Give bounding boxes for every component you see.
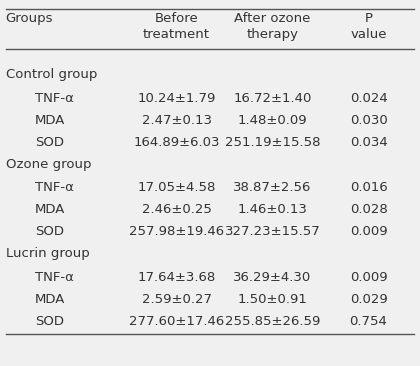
Text: 327.23±15.57: 327.23±15.57 xyxy=(225,225,320,238)
Text: 277.60±17.46: 277.60±17.46 xyxy=(129,315,224,328)
Text: 0.030: 0.030 xyxy=(350,114,387,127)
Text: 17.64±3.68: 17.64±3.68 xyxy=(137,271,216,284)
Text: 1.48±0.09: 1.48±0.09 xyxy=(238,114,307,127)
Text: 0.009: 0.009 xyxy=(350,225,387,238)
Text: TNF-α: TNF-α xyxy=(35,92,74,105)
Text: 38.87±2.56: 38.87±2.56 xyxy=(234,182,312,194)
Text: 255.85±26.59: 255.85±26.59 xyxy=(225,315,320,328)
Text: 1.46±0.13: 1.46±0.13 xyxy=(238,203,307,216)
Text: 36.29±4.30: 36.29±4.30 xyxy=(234,271,312,284)
Text: MDA: MDA xyxy=(35,114,65,127)
Text: Lucrin group: Lucrin group xyxy=(5,247,89,260)
Text: 0.754: 0.754 xyxy=(349,315,388,328)
Text: SOD: SOD xyxy=(35,225,64,238)
Text: 17.05±4.58: 17.05±4.58 xyxy=(137,182,216,194)
Text: MDA: MDA xyxy=(35,293,65,306)
Text: 0.034: 0.034 xyxy=(350,136,387,149)
Text: 2.46±0.25: 2.46±0.25 xyxy=(142,203,212,216)
Text: SOD: SOD xyxy=(35,136,64,149)
Text: 16.72±1.40: 16.72±1.40 xyxy=(234,92,312,105)
Text: 0.024: 0.024 xyxy=(350,92,387,105)
Text: 2.59±0.27: 2.59±0.27 xyxy=(142,293,212,306)
Text: 251.19±15.58: 251.19±15.58 xyxy=(225,136,320,149)
Text: Before
treatment: Before treatment xyxy=(143,12,210,41)
Text: 2.47±0.13: 2.47±0.13 xyxy=(142,114,212,127)
Text: 0.016: 0.016 xyxy=(350,182,387,194)
Text: MDA: MDA xyxy=(35,203,65,216)
Text: Groups: Groups xyxy=(5,12,53,25)
Text: TNF-α: TNF-α xyxy=(35,271,74,284)
Text: Control group: Control group xyxy=(5,68,97,81)
Text: TNF-α: TNF-α xyxy=(35,182,74,194)
Text: 0.029: 0.029 xyxy=(350,293,387,306)
Text: 1.50±0.91: 1.50±0.91 xyxy=(238,293,307,306)
Text: 0.028: 0.028 xyxy=(350,203,387,216)
Text: 164.89±6.03: 164.89±6.03 xyxy=(134,136,220,149)
Text: P
value: P value xyxy=(350,12,387,41)
Text: After ozone
therapy: After ozone therapy xyxy=(234,12,311,41)
Text: 257.98±19.46: 257.98±19.46 xyxy=(129,225,224,238)
Text: 0.009: 0.009 xyxy=(350,271,387,284)
Text: 10.24±1.79: 10.24±1.79 xyxy=(137,92,216,105)
Text: SOD: SOD xyxy=(35,315,64,328)
Text: Ozone group: Ozone group xyxy=(5,158,91,171)
